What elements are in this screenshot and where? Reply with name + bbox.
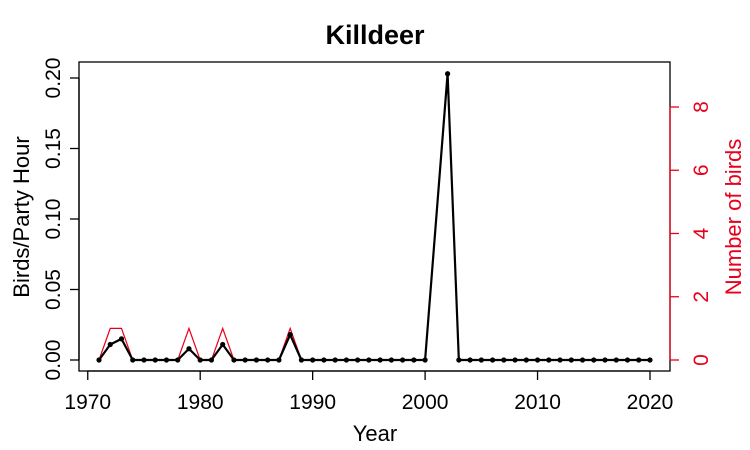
data-point <box>467 357 473 363</box>
data-point <box>253 357 260 363</box>
data-point <box>568 357 574 363</box>
data-point <box>197 357 203 363</box>
data-point <box>130 357 136 363</box>
data-point <box>152 357 158 363</box>
y-tick-label: 0.00 <box>42 340 65 381</box>
data-point <box>636 357 642 363</box>
data-point <box>400 357 406 363</box>
data-point <box>332 357 338 363</box>
y2-tick-label: 4 <box>690 227 713 239</box>
data-point <box>242 357 248 363</box>
data-point <box>107 341 113 348</box>
data-point <box>501 357 507 363</box>
x-axis-label: Year <box>353 421 397 446</box>
data-point <box>287 332 293 338</box>
series-line-birds-per-party-hour <box>98 72 650 362</box>
data-point <box>388 357 394 363</box>
data-point <box>557 357 563 363</box>
data-point <box>355 357 361 363</box>
data-point <box>163 357 170 363</box>
data-point <box>175 357 181 363</box>
data-point <box>118 336 125 342</box>
data-point <box>186 346 192 352</box>
y2-axis-label: Number of birds <box>721 139 746 296</box>
series-group <box>96 71 653 363</box>
x-tick-label: 2010 <box>514 391 561 414</box>
data-point <box>523 357 529 363</box>
data-point <box>411 357 417 363</box>
data-point <box>366 357 372 363</box>
x-tick-label: 2020 <box>627 391 674 414</box>
data-point <box>265 357 271 363</box>
series-line-number-of-birds <box>98 75 650 361</box>
y-tick-label: 0.15 <box>42 128 65 169</box>
data-point <box>579 357 586 363</box>
data-point <box>310 357 316 363</box>
data-point <box>298 357 305 363</box>
data-point <box>141 357 147 363</box>
data-point <box>343 357 349 363</box>
y-axis-label: Birds/Party Hour <box>9 136 34 297</box>
data-point <box>624 357 631 363</box>
y-axis-left: 0.00 0.05 0.10 0.15 0.20 <box>42 58 80 381</box>
data-point <box>96 357 102 363</box>
data-point <box>512 357 518 363</box>
y-tick-label: 0.10 <box>42 199 65 240</box>
data-point <box>534 357 541 363</box>
y2-tick-label: 8 <box>690 101 713 113</box>
data-point <box>647 357 653 363</box>
data-point <box>613 357 619 363</box>
chart-title: Killdeer <box>325 20 425 50</box>
y-tick-label: 0.05 <box>42 269 65 310</box>
y2-tick-label: 2 <box>690 291 713 303</box>
data-point <box>444 71 451 77</box>
x-tick-label: 1990 <box>289 391 336 414</box>
x-axis: 1970 1980 1990 2000 2010 2020 <box>64 370 674 414</box>
data-point <box>321 357 327 363</box>
x-tick-label: 2000 <box>402 391 449 414</box>
data-point <box>478 357 484 363</box>
data-point <box>489 357 496 363</box>
x-tick-label: 1980 <box>177 391 224 414</box>
data-point <box>591 357 597 363</box>
data-point <box>276 357 282 363</box>
plot-frame <box>78 61 671 372</box>
data-point <box>377 357 383 363</box>
y2-tick-label: 0 <box>690 354 713 366</box>
data-point <box>208 357 215 363</box>
data-point <box>546 357 552 363</box>
y-axis-right: 0 2 4 6 8 <box>669 101 713 366</box>
y2-tick-label: 6 <box>690 164 713 176</box>
y-tick-label: 0.20 <box>42 58 65 99</box>
data-point <box>422 357 428 363</box>
data-point <box>220 341 226 348</box>
data-point <box>231 357 237 363</box>
data-point <box>456 357 462 363</box>
x-tick-label: 1970 <box>64 391 111 414</box>
data-point <box>602 357 608 363</box>
